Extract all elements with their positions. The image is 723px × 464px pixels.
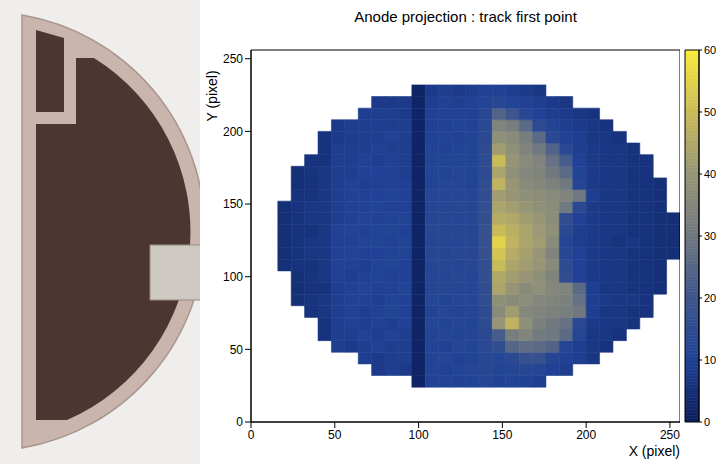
svg-text:20: 20 (704, 292, 716, 304)
svg-text:150: 150 (492, 428, 512, 442)
svg-text:50: 50 (230, 343, 244, 357)
svg-text:100: 100 (409, 428, 429, 442)
html-text:X (pixel): X (pixel) (628, 443, 680, 459)
svg-text:150: 150 (223, 197, 243, 211)
html-text:Anode projection : track first: Anode projection : track first point (354, 8, 577, 25)
svg-text:0: 0 (704, 416, 710, 428)
svg-text:40: 40 (704, 168, 716, 180)
svg-text:60: 60 (704, 44, 716, 56)
svg-text:0: 0 (248, 428, 255, 442)
svg-text:100: 100 (223, 270, 243, 284)
svg-text:50: 50 (704, 106, 716, 118)
svg-text:30: 30 (704, 230, 716, 242)
html-text:Y (pixel): Y (pixel) (204, 70, 220, 122)
svg-text:0: 0 (236, 415, 243, 429)
svg-text:200: 200 (223, 125, 243, 139)
svg-text:50: 50 (328, 428, 342, 442)
svg-text:200: 200 (576, 428, 596, 442)
svg-text:10: 10 (704, 354, 716, 366)
svg-text:250: 250 (223, 52, 243, 66)
svg-text:250: 250 (660, 428, 680, 442)
